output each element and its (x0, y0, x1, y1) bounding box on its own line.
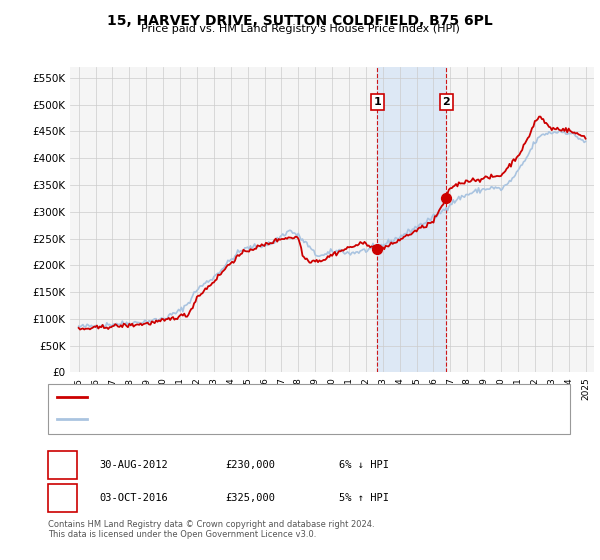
Text: Price paid vs. HM Land Registry's House Price Index (HPI): Price paid vs. HM Land Registry's House … (140, 24, 460, 34)
Text: 03-OCT-2016: 03-OCT-2016 (99, 493, 168, 503)
Bar (377, 67, 446, 372)
Text: 30-AUG-2012: 30-AUG-2012 (99, 460, 168, 470)
Text: Contains HM Land Registry data © Crown copyright and database right 2024.
This d: Contains HM Land Registry data © Crown c… (48, 520, 374, 539)
Text: 2: 2 (442, 97, 450, 107)
Text: 1: 1 (373, 97, 381, 107)
Point (373, 245, 382, 254)
Text: 2: 2 (58, 492, 67, 505)
Text: 1: 1 (58, 458, 67, 472)
Text: £325,000: £325,000 (225, 493, 275, 503)
Text: 15, HARVEY DRIVE, SUTTON COLDFIELD, B75 6PL: 15, HARVEY DRIVE, SUTTON COLDFIELD, B75 … (107, 14, 493, 28)
Text: HPI: Average price, detached house, Birmingham: HPI: Average price, detached house, Birm… (93, 414, 350, 424)
Text: 15, HARVEY DRIVE, SUTTON COLDFIELD, B75 6PL (detached house): 15, HARVEY DRIVE, SUTTON COLDFIELD, B75 … (93, 392, 444, 402)
Text: £230,000: £230,000 (225, 460, 275, 470)
Text: 5% ↑ HPI: 5% ↑ HPI (339, 493, 389, 503)
Point (442, 194, 451, 203)
Text: 6% ↓ HPI: 6% ↓ HPI (339, 460, 389, 470)
